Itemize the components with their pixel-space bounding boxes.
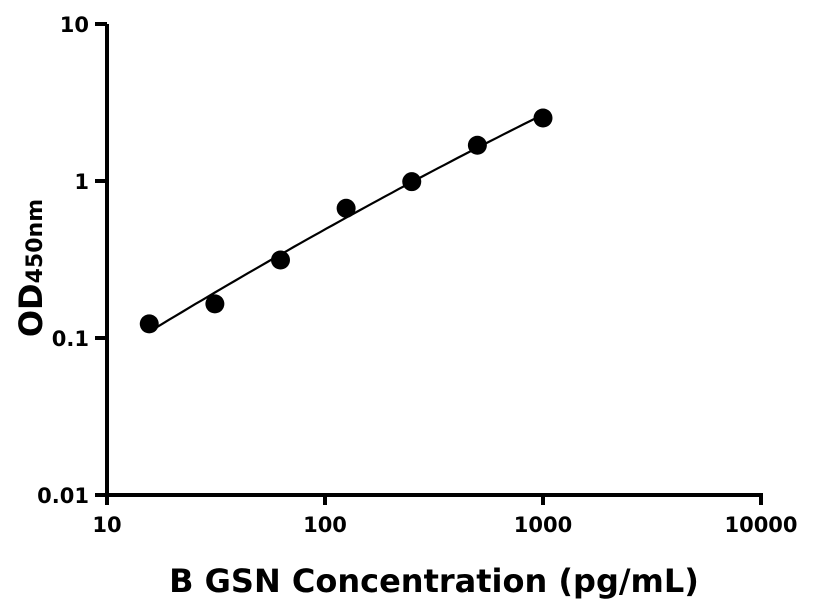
y-tick-label: 0.01 xyxy=(37,484,89,508)
y-axis-label: OD450nm xyxy=(12,199,50,337)
x-tick-label: 1000 xyxy=(514,513,572,537)
x-tick-label: 10 xyxy=(92,513,121,537)
data-point xyxy=(533,108,553,128)
data-points xyxy=(139,108,553,334)
data-point xyxy=(336,198,356,218)
data-point xyxy=(139,314,159,334)
data-point xyxy=(271,250,291,270)
data-point xyxy=(402,172,422,192)
y-tick-label: 0.1 xyxy=(52,327,89,351)
x-axis-label: B GSN Concentration (pg/mL) xyxy=(169,562,699,600)
y-axis-label-subscript: 450nm xyxy=(23,199,48,284)
ticks: 10 100 1000 10000 0.01 0.1 1 10 xyxy=(37,13,797,537)
x-tick-label: 10000 xyxy=(724,513,797,537)
y-tick-label: 1 xyxy=(74,170,89,194)
y-axis-label-main: OD xyxy=(12,283,50,337)
axes xyxy=(105,24,763,505)
x-tick-label: 100 xyxy=(303,513,347,537)
data-point xyxy=(467,135,487,155)
data-point xyxy=(205,294,225,314)
y-tick-label: 10 xyxy=(60,13,89,37)
